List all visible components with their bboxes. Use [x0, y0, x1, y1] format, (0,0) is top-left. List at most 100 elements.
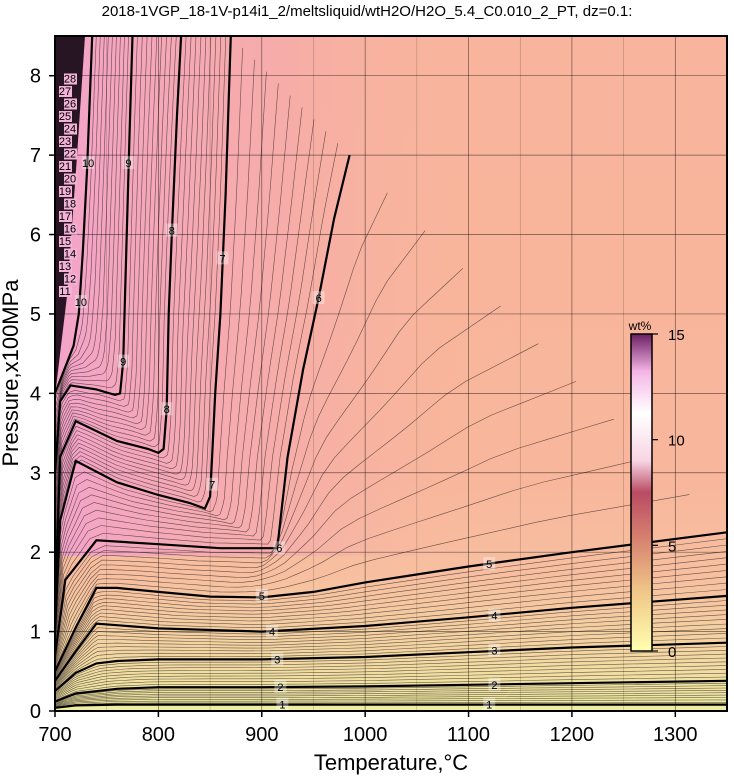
svg-text:2: 2 [277, 682, 283, 694]
thin-contour-line [55, 563, 727, 677]
thin-contour-line [55, 609, 727, 685]
contour-label-3: 3 [271, 652, 284, 666]
thin-contour-line [55, 36, 138, 486]
thin-contour-line [55, 665, 727, 698]
svg-text:27: 27 [59, 86, 71, 98]
thin-contour-line [55, 83, 279, 642]
thin-contour-line [55, 628, 727, 689]
colorbar-tick-label: 5 [668, 538, 676, 555]
svg-text:8: 8 [164, 404, 170, 416]
svg-text:22: 22 [64, 149, 76, 161]
contour-label-10: 10 [82, 156, 94, 170]
thin-contour-line [55, 456, 652, 669]
x-tick-label: 1000 [343, 724, 388, 746]
thin-contour-line [55, 669, 727, 699]
colorbar-tick-label: 15 [668, 327, 685, 344]
thin-contour-line [55, 47, 243, 635]
contour-labels: 1 1 2 2 3 3 4 4 5 5 6 6 7 7 8 8 9 9 10 10 [75, 156, 501, 712]
thin-contour-line [55, 36, 207, 616]
y-tick-label: 5 [30, 304, 41, 326]
thin-contour-line [55, 551, 727, 675]
thin-contour-line [55, 36, 202, 613]
svg-text:3: 3 [491, 646, 497, 658]
svg-text:6: 6 [316, 293, 322, 305]
y-tick-label: 1 [30, 622, 41, 644]
svg-text:11: 11 [59, 286, 70, 298]
thin-contour-line [55, 59, 255, 637]
thin-contour-line [55, 36, 172, 575]
contour-label-3: 3 [488, 643, 501, 658]
svg-text:1: 1 [279, 700, 285, 712]
y-tick-label: 3 [30, 463, 41, 485]
thin-contour-line [55, 71, 267, 639]
contour-line-4 [55, 594, 727, 682]
thin-contour-line [55, 589, 727, 681]
thin-contour-line [55, 36, 187, 604]
high-contour-label: 13 [59, 261, 72, 273]
thin-contour-line [55, 95, 291, 644]
thin-contour-line [55, 623, 727, 688]
x-tick-label: 1100 [447, 724, 490, 746]
y-tick-label: 0 [30, 701, 41, 723]
thin-contour-line [55, 570, 727, 678]
thin-contour-line [55, 36, 197, 610]
thin-contour-line [55, 343, 539, 664]
colorbar-title: wt% [628, 319, 652, 333]
thin-contour-line [55, 192, 388, 658]
thin-contour-line [55, 557, 727, 676]
thin-contour-line [55, 36, 148, 511]
contour-label-1: 1 [483, 697, 496, 711]
contour-line-6 [55, 154, 351, 656]
high-contour-label: 28 [64, 73, 77, 86]
high-contour-label: 23 [59, 136, 72, 148]
thin-contour-line [55, 633, 727, 690]
y-tick-label: 2 [30, 542, 41, 564]
svg-text:10: 10 [75, 297, 87, 309]
contour-label-2: 2 [274, 680, 287, 694]
thin-contour-line [55, 657, 727, 696]
x-axis: 700 800 900 1000 1100 1200 1300 [38, 711, 698, 746]
thin-contour-line [55, 36, 153, 524]
high-contour-label: 17 [59, 211, 72, 223]
high-contour-label: 11 [59, 286, 72, 298]
colorbar-ticks: 0 5 10 15 [652, 327, 685, 661]
thin-contour-line [55, 36, 105, 418]
thin-contour-line [55, 36, 121, 449]
svg-text:24: 24 [64, 124, 76, 136]
thin-contour-line [55, 576, 727, 679]
thin-contour-line [55, 305, 501, 662]
x-tick-label: 800 [142, 724, 175, 746]
contour-label-5: 5 [483, 557, 496, 571]
svg-text:5: 5 [486, 559, 492, 571]
svg-text:23: 23 [59, 136, 71, 148]
svg-text:14: 14 [64, 249, 76, 261]
thin-contour-line [55, 107, 303, 646]
y-axis: 0 1 2 3 4 5 6 7 8 [30, 66, 55, 723]
thin-contour-line [55, 676, 727, 701]
contour-line-3 [55, 641, 727, 692]
svg-text:16: 16 [64, 224, 76, 236]
y-tick-label: 8 [30, 66, 41, 88]
thin-contour-line [55, 36, 101, 410]
y-axis-label: Pressure,x100MPa [0, 279, 23, 467]
high-contour-label: 16 [64, 223, 77, 236]
high-contour-label: 19 [59, 186, 72, 198]
contour-label-6: 6 [312, 291, 325, 305]
thin-contour-line [55, 36, 212, 619]
svg-text:25: 25 [59, 111, 71, 123]
high-contour-label: 21 [59, 161, 72, 173]
colorbar-tick-label: 10 [668, 433, 685, 450]
high-contour-label: 12 [64, 273, 77, 286]
thin-contour-line [55, 614, 727, 686]
svg-text:8: 8 [169, 226, 175, 238]
contour-label-10: 10 [75, 295, 87, 309]
svg-text:28: 28 [64, 74, 76, 86]
svg-text:3: 3 [274, 654, 280, 666]
thin-contour-line [55, 36, 227, 629]
contour-line-1 [55, 703, 727, 709]
chart-title: 2018-1VGP_18-1V-p14i1_2/meltsliquid/wtH2… [102, 3, 633, 20]
high-contour-label: 18 [64, 198, 77, 211]
thin-contour-line [55, 637, 727, 691]
major-contours [55, 36, 727, 709]
high-contour-label: 27 [59, 86, 72, 98]
